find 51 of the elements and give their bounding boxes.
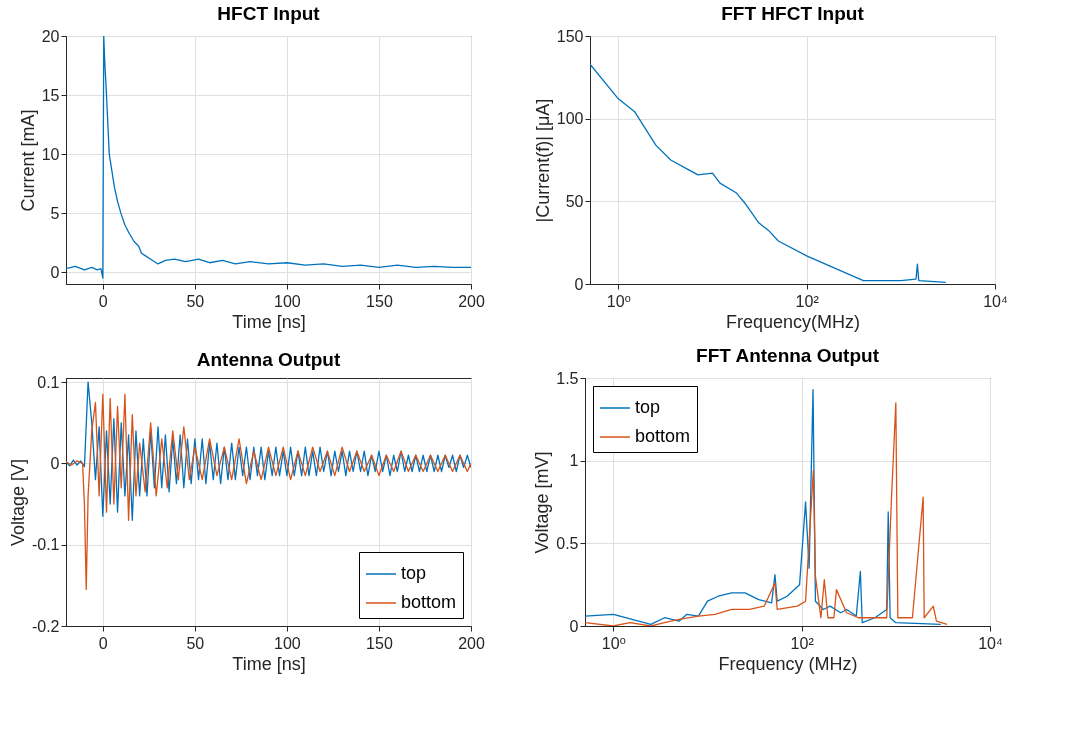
y-axis-title: Voltage [V] xyxy=(7,458,28,547)
legend-label: bottom xyxy=(635,426,691,446)
x-axis-title: Time [ns] xyxy=(232,311,306,332)
y-tick-label: 150 xyxy=(556,27,584,45)
x-tick-label: 10⁴ xyxy=(978,634,1003,652)
chart-title: Antenna Output xyxy=(196,349,341,371)
legend-label: bottom xyxy=(401,592,457,612)
y-tick-label: 0.1 xyxy=(37,373,60,391)
y-tick-label: 1 xyxy=(569,452,579,470)
y-tick-label: 0 xyxy=(569,617,579,635)
y-axis-title: Current [mA] xyxy=(17,109,38,212)
x-tick-label: 10² xyxy=(790,634,815,652)
legend-label: top xyxy=(401,563,427,583)
x-tick-label: 0 xyxy=(98,634,108,652)
chart-title: HFCT Input xyxy=(217,3,321,24)
y-tick-label: 1.5 xyxy=(556,369,579,387)
y-tick-label: 50 xyxy=(565,192,584,210)
legend-label: top xyxy=(635,397,661,417)
y-tick-label: 0 xyxy=(574,275,584,293)
x-axis-title: Frequency(MHz) xyxy=(725,311,861,332)
y-tick-label: 20 xyxy=(41,27,60,45)
x-tick-label: 10⁰ xyxy=(606,292,631,310)
x-tick-label: 10⁰ xyxy=(601,634,626,652)
y-tick-label: 0 xyxy=(50,454,60,472)
x-tick-label: 150 xyxy=(366,634,393,652)
x-tick-label: 0 xyxy=(98,292,108,310)
line-series xyxy=(66,393,471,591)
y-tick-label: 10 xyxy=(41,145,60,163)
line-series xyxy=(66,381,471,521)
y-tick-label: -0.1 xyxy=(31,536,60,554)
x-axis-title: Frequency (MHz) xyxy=(718,653,858,674)
chart-title: FFT HFCT Input xyxy=(721,3,865,24)
y-axis-title: Voltage [mV] xyxy=(532,451,553,554)
x-tick-label: 100 xyxy=(274,292,301,310)
y-tick-label: 0.5 xyxy=(556,534,579,552)
x-tick-label: 10⁴ xyxy=(983,292,1008,310)
y-tick-label: 15 xyxy=(41,86,60,104)
y-tick-label: -0.2 xyxy=(31,617,60,635)
x-tick-label: 10² xyxy=(795,292,820,310)
y-tick-label: 0 xyxy=(50,263,60,281)
x-tick-label: 50 xyxy=(186,634,205,652)
y-tick-label: 100 xyxy=(556,110,584,128)
y-tick-label: 5 xyxy=(50,204,60,222)
x-axis-title: Time [ns] xyxy=(232,653,306,674)
x-tick-label: 50 xyxy=(186,292,205,310)
chart-title: FFT Antenna Output xyxy=(696,345,880,366)
x-tick-label: 200 xyxy=(458,634,485,652)
y-axis-title: |Current(f)| [μA] xyxy=(532,98,553,223)
x-tick-label: 100 xyxy=(274,634,301,652)
x-tick-label: 150 xyxy=(366,292,393,310)
x-tick-label: 200 xyxy=(458,292,485,310)
